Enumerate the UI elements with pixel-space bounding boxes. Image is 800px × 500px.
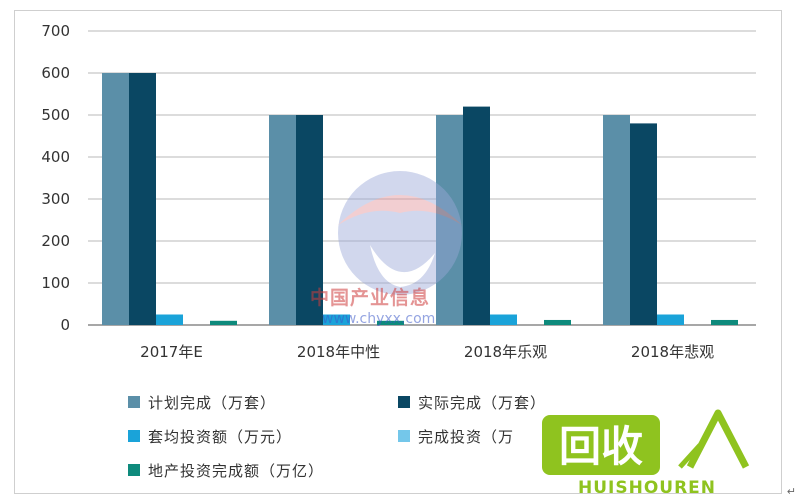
return-mark: ↵	[786, 485, 796, 498]
y-axis-ticks: 0 100 200 300 400 500 600 700	[41, 22, 70, 334]
legend-item: 套均投资额（万元）	[128, 424, 292, 448]
y-tick-label: 0	[60, 316, 70, 334]
legend-label: 计划完成（万套）	[148, 393, 277, 412]
legend-label: 套均投资额（万元）	[148, 427, 293, 446]
y-tick-label: 400	[41, 148, 70, 166]
legend-swatch	[128, 430, 140, 442]
y-tick-label: 700	[41, 22, 70, 40]
bar	[490, 314, 517, 325]
legend-item: 地产投资完成额（万亿）	[128, 458, 324, 482]
x-tick-label: 2018年悲观	[631, 343, 714, 361]
legend-item: 实际完成（万套）	[398, 390, 546, 414]
bar	[296, 115, 323, 325]
x-tick-label: 2017年E	[140, 343, 203, 361]
bar	[657, 314, 684, 325]
x-axis-ticks: 2017年E 2018年中性 2018年乐观 2018年悲观	[140, 343, 714, 361]
chart-frame	[14, 10, 782, 494]
legend-item: 完成投资（万	[398, 424, 514, 448]
bar	[544, 319, 571, 325]
bar	[323, 314, 350, 325]
x-tick-label: 2018年乐观	[464, 343, 547, 361]
bar	[377, 320, 404, 325]
legend-label: 地产投资完成额（万亿）	[148, 461, 325, 480]
legend-swatch	[398, 430, 410, 442]
y-tick-label: 200	[41, 232, 70, 250]
bars-group	[102, 73, 738, 326]
y-tick-label: 600	[41, 64, 70, 82]
y-tick-label: 100	[41, 274, 70, 292]
y-tick-label: 500	[41, 106, 70, 124]
bar	[269, 115, 296, 325]
x-tick-label: 2018年中性	[297, 343, 380, 361]
bar	[210, 320, 237, 325]
legend: 计划完成（万套） 实际完成（万套） 套均投资额（万元） 完成投资（万地产投资完成额（万…	[128, 390, 648, 490]
brand-text: HUISHOUREN	[578, 478, 717, 498]
bar	[436, 115, 463, 325]
bar	[156, 314, 183, 325]
legend-label: 完成投资（万	[418, 427, 515, 446]
bar	[603, 115, 630, 325]
bar	[630, 123, 657, 326]
bar	[129, 73, 156, 325]
bar	[102, 73, 129, 325]
bar	[711, 319, 738, 325]
legend-swatch	[128, 396, 140, 408]
legend-item: 计划完成（万套）	[128, 390, 276, 414]
legend-swatch	[128, 464, 140, 476]
bar	[463, 106, 490, 325]
legend-swatch	[398, 396, 410, 408]
legend-label: 实际完成（万套）	[418, 393, 547, 412]
y-tick-label: 300	[41, 190, 70, 208]
